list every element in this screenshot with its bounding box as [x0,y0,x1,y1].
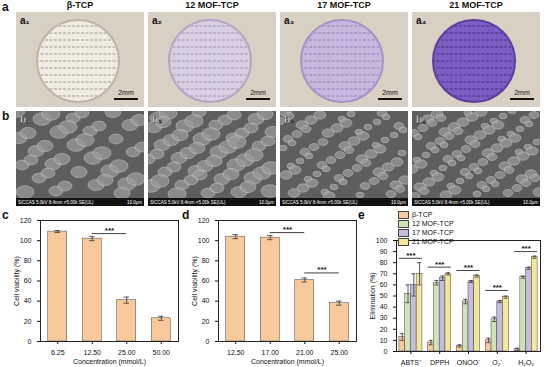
svg-text:40: 40 [380,303,388,310]
svg-text:50.00: 50.00 [152,349,170,356]
html-text:a: a [2,0,9,14]
svg-text:H₂O₂: H₂O₂ [518,359,534,366]
svg-text:***: *** [317,265,327,274]
svg-text:***: *** [521,244,531,253]
svg-text:b₂: b₂ [152,114,163,125]
svg-text:60: 60 [202,277,210,284]
svg-text:Cell viability (%): Cell viability (%) [191,256,199,306]
svg-text:20: 20 [202,318,210,325]
svg-text:a₁: a₁ [20,15,30,26]
html-text:21 MOF-TCP: 21 MOF-TCP [412,238,454,245]
svg-text:Elimination (%): Elimination (%) [369,272,377,319]
html-text:d: d [182,208,190,222]
svg-text:40: 40 [24,297,32,304]
svg-text:SICCAS 5.0kV 8.4mm ×5.00k SE(U: SICCAS 5.0kV 8.4mm ×5.00k SE(UL) [18,200,94,205]
svg-text:20: 20 [380,326,388,333]
svg-text:0: 0 [384,348,388,355]
html-text:12 MOF-TCP: 12 MOF-TCP [185,0,239,10]
svg-text:0: 0 [206,338,210,345]
svg-text:***: *** [406,251,416,260]
svg-text:80: 80 [380,259,388,266]
svg-text:10: 10 [380,337,388,344]
svg-text:70: 70 [380,270,388,277]
svg-text:b₄: b₄ [416,114,427,125]
html-text:e: e [358,208,365,222]
svg-text:a₄: a₄ [416,15,427,26]
svg-text:2mm: 2mm [382,89,398,96]
svg-text:***: *** [464,263,474,272]
svg-text:30: 30 [380,314,388,321]
svg-text:0: 0 [28,338,32,345]
html-text:β-TCP: β-TCP [412,211,433,218]
svg-text:60: 60 [24,277,32,284]
svg-text:80: 80 [202,257,210,264]
svg-text:100: 100 [20,237,32,244]
svg-text:12.50: 12.50 [227,349,245,356]
html-text:c: c [2,208,9,222]
html-text:b: b [2,109,10,123]
svg-text:10.0μm: 10.0μm [391,200,406,205]
svg-text:Concentration (mmol/L): Concentration (mmol/L) [73,358,146,366]
svg-text:21.00: 21.00 [296,349,314,356]
svg-text:10.0μm: 10.0μm [127,200,142,205]
svg-text:90: 90 [380,248,388,255]
html-text:17 MOF-TCP: 17 MOF-TCP [412,229,454,236]
svg-text:2mm: 2mm [514,89,530,96]
svg-text:***: *** [105,226,115,235]
svg-text:SICCAS 5.0kV 8.4mm ×5.00k SE(U: SICCAS 5.0kV 8.4mm ×5.00k SE(UL) [282,200,358,205]
svg-text:50: 50 [380,292,388,299]
svg-text:b₃: b₃ [284,114,295,125]
svg-text:60: 60 [380,281,388,288]
svg-text:ONOO⁻: ONOO⁻ [457,359,481,366]
svg-text:25.00: 25.00 [330,349,348,356]
svg-text:a₂: a₂ [152,15,162,26]
svg-text:2mm: 2mm [250,89,266,96]
svg-text:12.50: 12.50 [83,349,101,356]
html-text:12 MOF-TCP: 12 MOF-TCP [412,220,454,227]
svg-text:***: *** [435,260,445,269]
html-text:β-TCP: β-TCP [66,0,94,10]
svg-text:ABTS⁺: ABTS⁺ [401,359,422,366]
svg-text:100: 100 [376,237,388,244]
svg-text:10.0μm: 10.0μm [523,200,538,205]
svg-text:40: 40 [202,297,210,304]
html-text:21 MOF-TCP: 21 MOF-TCP [449,0,503,10]
svg-text:10.0μm: 10.0μm [259,200,274,205]
svg-text:80: 80 [24,257,32,264]
svg-text:2mm: 2mm [118,89,134,96]
svg-text:a₃: a₃ [284,15,295,26]
svg-text:Concentration (mmol/L): Concentration (mmol/L) [251,358,324,366]
svg-text:***: *** [283,225,293,234]
svg-text:100: 100 [198,237,210,244]
svg-text:120: 120 [198,217,210,224]
svg-text:DPPH: DPPH [430,359,449,366]
svg-text:6.25: 6.25 [51,349,65,356]
svg-text:SICCAS 5.0kV 8.4mm ×5.00k SE(U: SICCAS 5.0kV 8.4mm ×5.00k SE(UL) [414,200,490,205]
svg-text:Cell viability (%): Cell viability (%) [13,256,21,306]
svg-text:17.00: 17.00 [261,349,279,356]
html-text:17 MOF-TCP: 17 MOF-TCP [317,0,371,10]
svg-text:O₂⁻: O₂⁻ [492,359,503,366]
svg-text:***: *** [493,283,503,292]
svg-text:b₁: b₁ [20,114,30,125]
svg-text:SICCAS 5.0kV 8.4mm ×5.00k SE(U: SICCAS 5.0kV 8.4mm ×5.00k SE(UL) [150,200,226,205]
svg-text:20: 20 [24,318,32,325]
svg-text:25.00: 25.00 [118,349,136,356]
svg-text:120: 120 [20,217,32,224]
